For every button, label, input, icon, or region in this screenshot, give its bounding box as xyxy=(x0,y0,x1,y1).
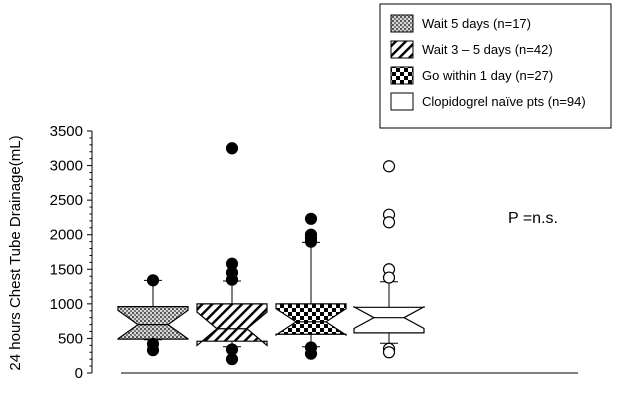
p-value-annotation: P =n.s. xyxy=(508,210,558,227)
legend-label: Go within 1 day (n=27) xyxy=(422,68,553,83)
legend-item: Clopidogrel naïve pts (n=94) xyxy=(390,92,586,111)
notched-box xyxy=(117,306,189,340)
legend-item: Go within 1 day (n=27) xyxy=(390,66,553,85)
box-group xyxy=(275,212,347,360)
box-group xyxy=(117,274,189,357)
outlier-point xyxy=(382,216,396,229)
outlier-point xyxy=(146,344,160,357)
axes: 0 500 1000 1500 2000 2500 3000 3500 xyxy=(50,123,578,382)
notched-box xyxy=(275,303,347,337)
legend-item: Wait 3 – 5 days (n=42) xyxy=(390,40,553,59)
y-tick-label: 0 xyxy=(75,365,83,382)
legend-swatch xyxy=(390,14,414,33)
y-tick-label: 2000 xyxy=(50,227,83,244)
outlier-point xyxy=(382,346,396,359)
box-groups xyxy=(117,142,425,366)
legend-label: Wait 5 days (n=17) xyxy=(422,16,531,31)
legend-label: Clopidogrel naïve pts (n=94) xyxy=(422,94,586,109)
legend-frame xyxy=(379,3,612,129)
y-tick-label: 1000 xyxy=(50,296,83,313)
outlier-point xyxy=(382,271,396,284)
legend: Wait 5 days (n=17) Wait 3 – 5 days (n=42)… xyxy=(379,3,612,129)
legend-item: Wait 5 days (n=17) xyxy=(390,14,531,33)
y-tick-label: 1500 xyxy=(50,261,83,278)
legend-swatch xyxy=(390,92,414,111)
outlier-point xyxy=(225,353,239,366)
outlier-point xyxy=(304,235,318,248)
box-group xyxy=(353,160,425,359)
outlier-point xyxy=(225,142,239,155)
outlier-point xyxy=(382,160,396,173)
y-tick-label: 2500 xyxy=(50,192,83,209)
outlier-point xyxy=(146,274,160,287)
outlier-point xyxy=(225,273,239,286)
outlier-point xyxy=(304,347,318,360)
outlier-point xyxy=(304,212,318,225)
box-group xyxy=(196,142,268,366)
legend-label: Wait 3 – 5 days (n=42) xyxy=(422,42,553,57)
legend-swatch xyxy=(390,40,414,59)
notched-box xyxy=(353,305,425,334)
y-tick-label: 500 xyxy=(58,330,83,347)
y-axis-title: 24 hours Chest Tube Drainage(mL) xyxy=(7,135,24,370)
y-tick-label: 3500 xyxy=(50,123,83,140)
legend-swatch xyxy=(390,66,414,85)
y-tick-label: 3000 xyxy=(50,158,83,175)
notched-box xyxy=(196,303,268,347)
